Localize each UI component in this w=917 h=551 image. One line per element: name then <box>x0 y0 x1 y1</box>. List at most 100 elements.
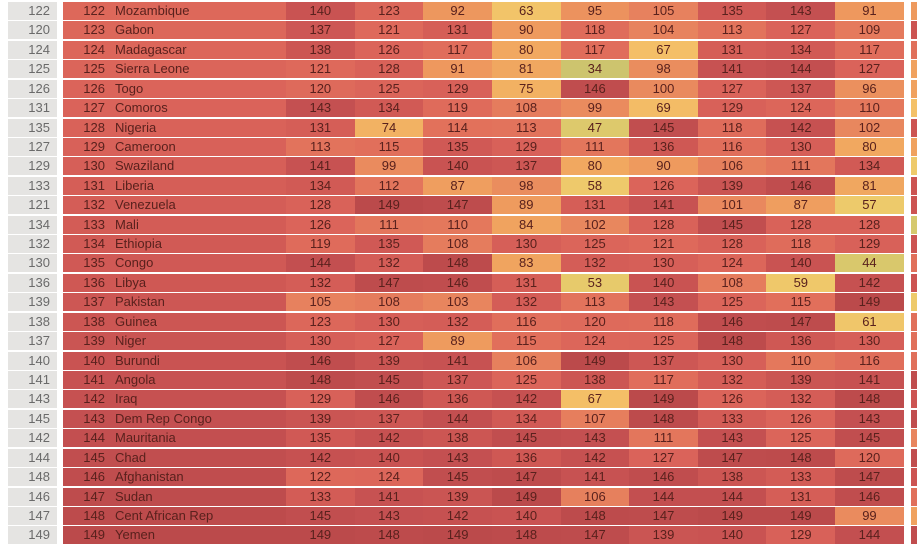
table-row: 140 140 Burundi 146 139 141 106 149 137 130 110 116 <box>0 351 917 370</box>
value-cell: 129 <box>491 137 561 156</box>
country-name-cell: Togo <box>110 79 286 98</box>
value-cell: 125 <box>697 293 767 312</box>
value-cell: 120 <box>560 312 630 331</box>
value-cell: 145 <box>354 371 424 390</box>
value-cell: 128 <box>766 215 836 234</box>
alt-rank-cell: 127 <box>8 137 57 156</box>
value-cell: 143 <box>697 429 767 448</box>
value-cell: 134 <box>286 176 355 195</box>
value-cell: 131 <box>491 273 561 292</box>
edge-sliver-cell <box>910 137 917 156</box>
value-cell: 135 <box>286 429 355 448</box>
alt-rank-cell: 142 <box>8 429 57 448</box>
column-gap <box>57 409 63 428</box>
rank-cell: 131 <box>63 176 110 195</box>
rank-cell: 144 <box>63 429 110 448</box>
value-cell: 112 <box>354 176 424 195</box>
value-cell: 133 <box>697 409 767 428</box>
country-name-cell: Sierra Leone <box>110 60 286 79</box>
value-cell: 139 <box>766 371 836 390</box>
table-row: 131 127 Comoros 143 134 119 108 99 69 129 124 110 <box>0 99 917 118</box>
rank-cell: 145 <box>63 448 110 467</box>
value-cell: 145 <box>697 215 767 234</box>
value-cell: 134 <box>354 99 424 118</box>
table-row: 126 126 Togo 120 125 129 75 146 100 127 137 96 <box>0 79 917 98</box>
value-cell: 149 <box>629 390 698 409</box>
alt-rank-cell: 149 <box>8 526 57 545</box>
value-cell: 105 <box>629 2 698 20</box>
value-cell: 118 <box>766 235 836 254</box>
value-cell: 114 <box>423 118 492 137</box>
column-gap <box>903 21 911 40</box>
country-name-cell: Burundi <box>110 351 286 370</box>
value-cell: 120 <box>835 448 904 467</box>
value-cell: 128 <box>629 215 698 234</box>
value-cell: 142 <box>766 118 836 137</box>
value-cell: 130 <box>491 235 561 254</box>
alt-rank-cell: 131 <box>8 99 57 118</box>
value-cell: 146 <box>560 79 630 98</box>
value-cell: 136 <box>629 137 698 156</box>
column-gap <box>903 409 911 428</box>
value-cell: 137 <box>629 351 698 370</box>
rank-cell: 148 <box>63 506 110 525</box>
alt-rank-cell: 126 <box>8 79 57 98</box>
edge-sliver-cell <box>910 2 917 20</box>
column-gap <box>57 196 63 215</box>
value-cell: 147 <box>766 312 836 331</box>
value-cell: 148 <box>354 526 424 545</box>
column-gap <box>57 312 63 331</box>
column-gap <box>903 506 911 525</box>
value-cell: 105 <box>286 293 355 312</box>
column-gap <box>903 79 911 98</box>
value-cell: 132 <box>560 254 630 273</box>
rank-cell: 138 <box>63 312 110 331</box>
value-cell: 125 <box>766 429 836 448</box>
rank-cell: 124 <box>63 40 110 59</box>
column-gap <box>903 176 911 195</box>
edge-sliver-cell <box>910 390 917 409</box>
value-cell: 142 <box>835 273 904 292</box>
value-cell: 117 <box>629 371 698 390</box>
value-cell: 126 <box>354 40 424 59</box>
edge-sliver-cell <box>910 487 917 506</box>
column-gap <box>903 526 911 545</box>
alt-rank-cell: 147 <box>8 506 57 525</box>
value-cell: 133 <box>286 487 355 506</box>
value-cell: 144 <box>423 409 492 428</box>
value-cell: 108 <box>491 99 561 118</box>
value-cell: 138 <box>286 40 355 59</box>
column-gap <box>57 273 63 292</box>
value-cell: 118 <box>629 312 698 331</box>
value-cell: 132 <box>286 273 355 292</box>
value-cell: 123 <box>354 2 424 20</box>
column-gap <box>903 40 911 59</box>
column-gap <box>57 448 63 467</box>
column-gap <box>57 371 63 390</box>
value-cell: 141 <box>423 351 492 370</box>
value-cell: 81 <box>491 60 561 79</box>
edge-sliver-cell <box>910 118 917 137</box>
value-cell: 104 <box>629 21 698 40</box>
value-cell: 138 <box>697 468 767 487</box>
value-cell: 115 <box>766 293 836 312</box>
value-cell: 102 <box>835 118 904 137</box>
value-cell: 127 <box>354 332 424 351</box>
value-cell: 147 <box>835 468 904 487</box>
value-cell: 142 <box>423 506 492 525</box>
value-cell: 126 <box>629 176 698 195</box>
country-name-cell: Mauritania <box>110 429 286 448</box>
value-cell: 58 <box>560 176 630 195</box>
value-cell: 126 <box>766 409 836 428</box>
value-cell: 143 <box>629 293 698 312</box>
value-cell: 126 <box>286 215 355 234</box>
value-cell: 149 <box>423 526 492 545</box>
edge-sliver-cell <box>910 312 917 331</box>
value-cell: 131 <box>286 118 355 137</box>
value-cell: 134 <box>491 409 561 428</box>
table-row: 136 136 Libya 132 147 146 131 53 140 108 59 142 <box>0 273 917 292</box>
value-cell: 118 <box>560 21 630 40</box>
table-row: 134 133 Mali 126 111 110 84 102 128 145 128 128 <box>0 215 917 234</box>
alt-rank-cell: 121 <box>8 196 57 215</box>
value-cell: 111 <box>766 157 836 176</box>
